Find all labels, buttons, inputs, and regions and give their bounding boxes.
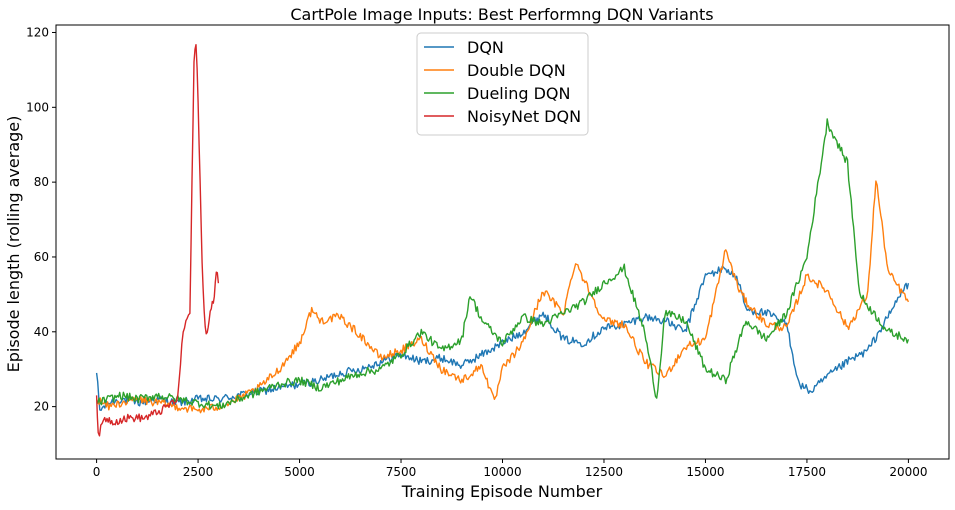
legend-label: Dueling DQN [467,84,570,103]
y-tick-label: 80 [34,175,49,189]
x-tick-label: 12500 [585,465,623,479]
x-tick-label: 17500 [788,465,826,479]
series-line [95,265,910,411]
series-layer [95,44,910,437]
legend-box [416,32,589,136]
legend-label: Double DQN [467,61,566,80]
chart-title: CartPole Image Inputs: Best Performng DQ… [290,5,713,24]
y-tick-label: 20 [34,400,49,414]
series-line [96,118,910,410]
y-tick-label: 40 [34,325,49,339]
legend-label: NoisyNet DQN [467,107,581,126]
y-axis-label: Episode length (rolling average) [4,116,23,373]
legend-label: DQN [467,38,504,57]
x-tick-label: 5000 [284,465,315,479]
y-tick-label: 120 [26,25,49,39]
legend: DQN Double DQN Dueling DQN NoisyNet DQN [416,32,589,136]
series-line [95,44,220,437]
axes-layer: 0 2500 5000 7500 10000 12500 15000 17500 20000 20… [26,24,950,479]
x-axis-label: Training Episode Number [401,482,603,501]
y-tick-label: 100 [26,100,49,114]
x-tick-label: 7500 [386,465,417,479]
x-tick-label: 2500 [183,465,214,479]
series-line [95,180,910,414]
x-tick-label: 20000 [889,465,927,479]
y-tick-label: 60 [34,250,49,264]
x-tick-label: 0 [93,465,101,479]
x-tick-label: 15000 [686,465,724,479]
x-tick-label: 10000 [483,465,521,479]
